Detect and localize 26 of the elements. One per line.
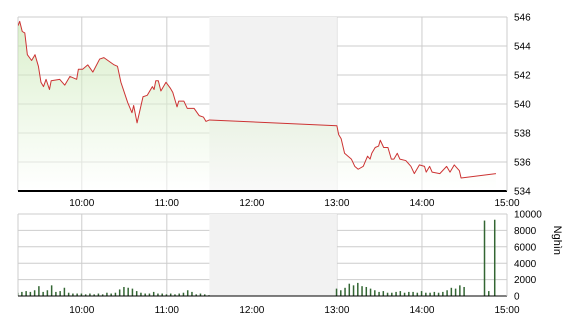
x-tick-label: 14:00: [409, 198, 435, 210]
y-tick-label: 2000: [514, 275, 537, 286]
x-tick-label: 15:00: [494, 305, 520, 316]
x-tick-label: 14:00: [409, 305, 435, 316]
x-tick-label: 10:00: [69, 305, 95, 316]
y-tick-label: 540: [514, 100, 532, 111]
y-tick-label: 546: [514, 12, 532, 24]
x-tick-label: 13:00: [324, 305, 350, 316]
y-tick-label: 0: [514, 292, 520, 303]
x-tick-label: 12:00: [239, 305, 265, 316]
y-tick-label: 538: [514, 128, 532, 140]
x-tick-label: 13:00: [324, 198, 350, 210]
y-tick-label: 6000: [514, 242, 537, 254]
x-tick-label: 11:00: [154, 198, 180, 210]
x-tick-label: 12:00: [239, 198, 265, 210]
y-tick-label: 544: [514, 42, 532, 53]
y-tick-label: 4000: [514, 258, 537, 270]
y-tick-label: 542: [514, 70, 532, 82]
y-tick-label: 536: [514, 158, 532, 169]
y-axis-title: Nghìn: [551, 226, 564, 255]
x-tick-label: 10:00: [69, 198, 95, 210]
y-tick-label: 10000: [514, 210, 542, 221]
x-tick-label: 15:00: [494, 198, 520, 210]
y-tick-label: 534: [514, 186, 532, 198]
y-tick-label: 8000: [514, 226, 537, 237]
x-tick-label: 11:00: [154, 305, 180, 316]
